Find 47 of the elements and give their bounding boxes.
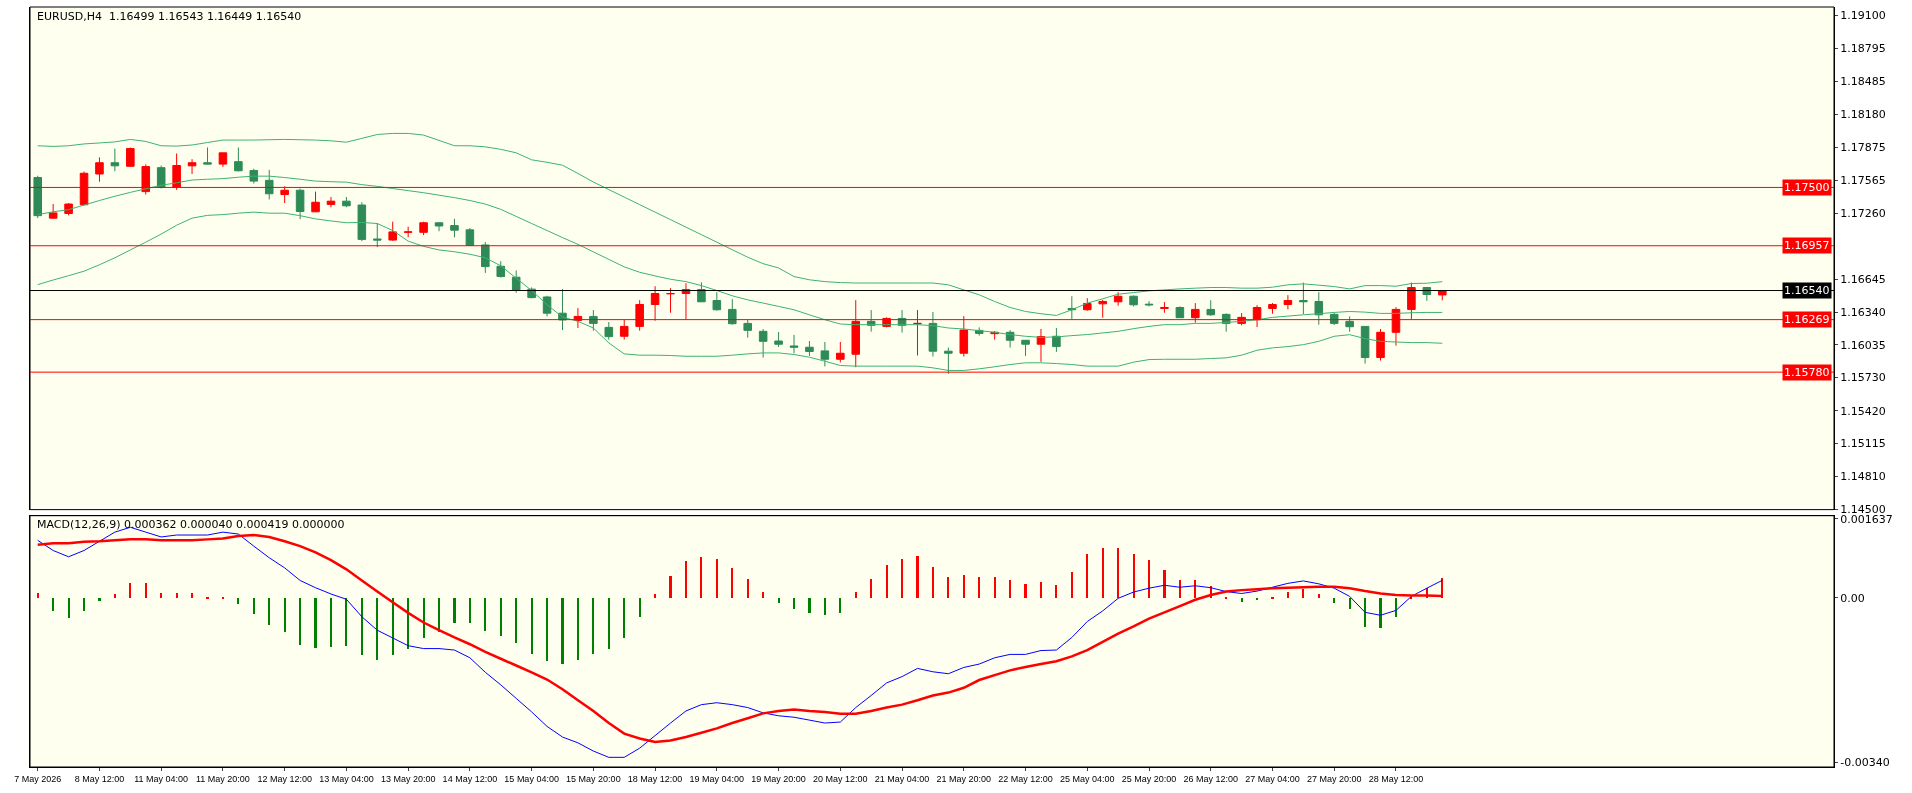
y-tick-label: 0.001637 (1840, 512, 1893, 526)
chart-title: MACD(12,26,9) 0.000362 0.000040 0.000419 0.000000 (37, 518, 345, 531)
y-tick-label: 1.15730 (1840, 371, 1886, 385)
y-tick-label: 1.18795 (1840, 42, 1886, 56)
x-tick-label: 15 May 04:00 (504, 773, 559, 784)
ref-line-label: 1.16957 (1784, 239, 1830, 252)
x-tick-label: 8 May 12:00 (74, 773, 125, 784)
ref-line-label: 1.17500 (1784, 181, 1830, 194)
y-tick-label: 1.17260 (1840, 207, 1886, 221)
y-tick-label: 1.19100 (1840, 9, 1886, 23)
x-tick-label: 19 May 04:00 (689, 773, 745, 784)
x-tick-label: 25 May 20:00 (1121, 773, 1177, 784)
x-tick-label: 14 May 12:00 (442, 773, 498, 784)
y-tick-label: 1.14810 (1840, 470, 1886, 484)
x-tick-label: 25 May 04:00 (1060, 773, 1115, 784)
x-tick-label: 21 May 20:00 (936, 773, 992, 784)
x-tick-label: 27 May 04:00 (1245, 773, 1300, 784)
x-tick-label: 13 May 04:00 (319, 773, 374, 784)
x-tick-label: 11 May 20:00 (195, 773, 250, 784)
x-tick-label: 15 May 20:00 (566, 773, 621, 784)
y-tick-label: 1.16645 (1840, 273, 1886, 287)
x-tick-label: 20 May 12:00 (813, 773, 868, 784)
y-tick-label: -0.00340 (1840, 756, 1890, 770)
x-tick-label: 28 May 12:00 (1368, 773, 1424, 784)
x-tick-label: 18 May 12:00 (627, 773, 683, 784)
x-tick-label: 13 May 20:00 (380, 773, 436, 784)
y-tick-label: 1.18180 (1840, 108, 1886, 122)
ref-line-label: 1.16269 (1784, 313, 1830, 326)
ref-line-label: 1.15780 (1784, 366, 1830, 379)
y-tick-label: 1.18485 (1840, 75, 1886, 89)
y-tick-label: 1.16340 (1840, 305, 1886, 319)
x-tick-label: 26 May 12:00 (1183, 773, 1239, 784)
x-tick-label: 22 May 12:00 (998, 773, 1053, 784)
ref-line-label: 1.16540 (1784, 284, 1830, 297)
y-tick-label: 0.00 (1840, 591, 1865, 605)
y-tick-label: 1.16035 (1840, 338, 1886, 352)
x-tick-label: 7 May 2026 (14, 773, 62, 784)
y-tick-label: 1.17565 (1840, 174, 1886, 188)
y-tick-label: 1.15420 (1840, 404, 1886, 418)
y-tick-label: 1.17875 (1840, 141, 1886, 154)
x-tick-label: 12 May 12:00 (257, 773, 312, 784)
chart-title: EURUSD,H4 1.16499 1.16543 1.16449 1.16540 (37, 10, 302, 23)
x-tick-label: 19 May 20:00 (751, 773, 806, 784)
x-tick-label: 27 May 20:00 (1306, 773, 1362, 784)
y-tick-label: 1.15115 (1840, 437, 1886, 451)
x-tick-label: 21 May 04:00 (874, 773, 930, 784)
x-tick-label: 11 May 04:00 (134, 773, 189, 784)
